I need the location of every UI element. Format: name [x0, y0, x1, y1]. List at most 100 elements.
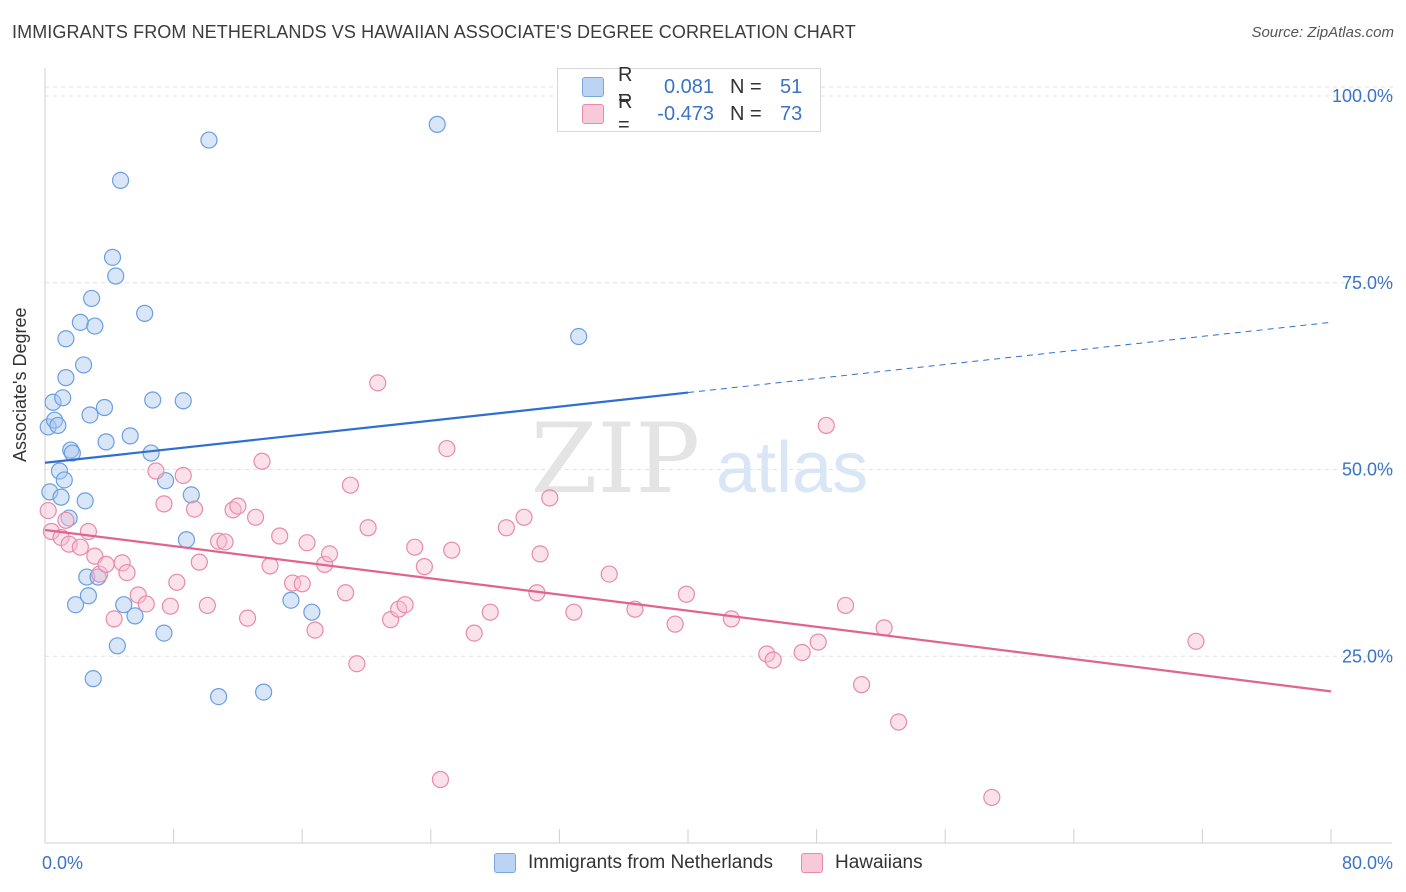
legend-label-hawaiians: Hawaiians: [834, 852, 923, 873]
data-point-hawaiians: [875, 619, 893, 637]
data-point-netherlands: [155, 624, 173, 642]
data-point-netherlands: [126, 607, 144, 625]
data-point-netherlands: [428, 115, 446, 133]
legend-r-value-hawaiians: -0.473: [657, 102, 714, 125]
data-point-netherlands: [136, 304, 154, 322]
data-point-hawaiians: [155, 495, 173, 513]
data-point-hawaiians: [415, 558, 433, 576]
data-point-hawaiians: [666, 615, 684, 633]
data-point-hawaiians: [306, 621, 324, 639]
data-point-netherlands: [71, 313, 89, 331]
chart-title: IMMIGRANTS FROM NETHERLANDS VS HAWAIIAN …: [12, 22, 856, 42]
y-axis-label: Associate's Degree: [10, 307, 30, 462]
data-point-hawaiians: [541, 489, 559, 507]
data-point-hawaiians: [97, 555, 115, 573]
data-point-netherlands: [83, 289, 101, 308]
data-point-hawaiians: [359, 519, 377, 537]
data-point-hawaiians: [91, 565, 109, 583]
data-point-hawaiians: [348, 655, 366, 673]
data-point-netherlands: [62, 441, 80, 459]
data-point-hawaiians: [836, 596, 855, 615]
data-point-hawaiians: [320, 545, 339, 563]
data-point-netherlands: [107, 267, 125, 285]
data-point-hawaiians: [369, 374, 387, 392]
data-point-netherlands: [44, 393, 62, 411]
data-point-hawaiians: [443, 541, 461, 559]
data-point-hawaiians: [137, 595, 155, 613]
data-point-hawaiians: [465, 624, 483, 642]
data-point-hawaiians: [764, 651, 782, 669]
data-point-netherlands: [74, 356, 93, 374]
legend-item-hawaiians: Hawaiians: [800, 852, 923, 874]
data-point-netherlands: [49, 416, 67, 435]
legend-swatch-hawaiians: [582, 104, 604, 124]
data-point-netherlands: [84, 670, 102, 688]
data-point-hawaiians: [238, 609, 257, 627]
data-point-hawaiians: [39, 501, 57, 520]
legend-n-value-hawaiians: 73: [780, 102, 803, 125]
data-point-hawaiians: [71, 538, 89, 556]
data-point-hawaiians: [113, 554, 131, 572]
y-tick-label: 50.0%: [1342, 460, 1393, 480]
data-point-netherlands: [57, 330, 75, 348]
legend-r-value-netherlands: 0.081: [663, 75, 714, 98]
data-point-netherlands: [177, 531, 196, 549]
series-hawaiians-points: [39, 374, 1205, 807]
data-point-netherlands: [41, 483, 59, 501]
trend-lines: [44, 321, 1332, 693]
data-point-hawaiians: [185, 500, 204, 518]
tick-labels: 25.0% 50.0% 75.0% 100.0% 0.0% 80.0%: [42, 86, 1393, 873]
x-tick-label: 80.0%: [1342, 853, 1393, 873]
legend-swatch-netherlands: [494, 853, 516, 873]
data-point-hawaiians: [565, 603, 583, 621]
data-point-hawaiians: [809, 633, 827, 651]
data-point-netherlands: [570, 327, 588, 346]
data-point-hawaiians: [283, 574, 302, 592]
data-point-netherlands: [103, 248, 122, 266]
data-point-netherlands: [79, 587, 98, 605]
legend-r-label: R =: [618, 64, 633, 109]
legend-row-hawaiians: R = -0.473 N = 73: [558, 91, 803, 136]
data-point-netherlands: [144, 391, 162, 409]
series-legend: Immigrants from Netherlands Hawaiians: [494, 852, 951, 874]
legend-row-netherlands: R = 0.081 N = 51: [558, 64, 803, 109]
watermark-atlas: atlas: [716, 428, 868, 508]
gridlines: [45, 86, 1395, 657]
y-tick-label: 75.0%: [1342, 273, 1393, 293]
data-point-hawaiians: [298, 534, 316, 552]
trend-line-netherlands-extension: [687, 321, 1332, 394]
data-point-netherlands: [174, 392, 192, 410]
legend-n-value-netherlands: 51: [780, 75, 803, 98]
data-point-hawaiians: [60, 535, 78, 553]
data-point-netherlands: [115, 596, 133, 614]
data-point-hawaiians: [438, 439, 456, 458]
y-tick-label: 25.0%: [1342, 646, 1393, 666]
data-point-hawaiians: [216, 533, 234, 551]
data-point-hawaiians: [229, 497, 247, 515]
legend-n-label: N =: [730, 75, 762, 98]
data-point-netherlands: [255, 683, 273, 701]
legend-n-label: N =: [730, 102, 762, 125]
data-point-hawaiians: [396, 596, 414, 614]
data-point-hawaiians: [983, 788, 1001, 807]
data-point-hawaiians: [406, 538, 424, 556]
data-point-hawaiians: [253, 452, 271, 470]
data-point-hawaiians: [793, 643, 811, 662]
data-point-netherlands: [89, 568, 107, 586]
data-point-netherlands: [95, 398, 114, 417]
trend-line-netherlands: [44, 391, 689, 464]
data-point-netherlands: [54, 389, 72, 407]
data-point-hawaiians: [341, 476, 360, 494]
data-point-hawaiians: [722, 610, 741, 628]
data-point-hawaiians: [190, 553, 208, 571]
data-point-hawaiians: [161, 597, 179, 615]
legend-swatch-hawaiians: [800, 853, 823, 873]
data-point-hawaiians: [481, 603, 499, 621]
data-point-netherlands: [55, 471, 73, 489]
data-point-netherlands: [81, 406, 99, 424]
data-point-netherlands: [86, 317, 104, 335]
x-tick-label: 0.0%: [42, 853, 83, 873]
data-point-hawaiians: [246, 508, 265, 526]
data-point-hawaiians: [515, 508, 533, 526]
